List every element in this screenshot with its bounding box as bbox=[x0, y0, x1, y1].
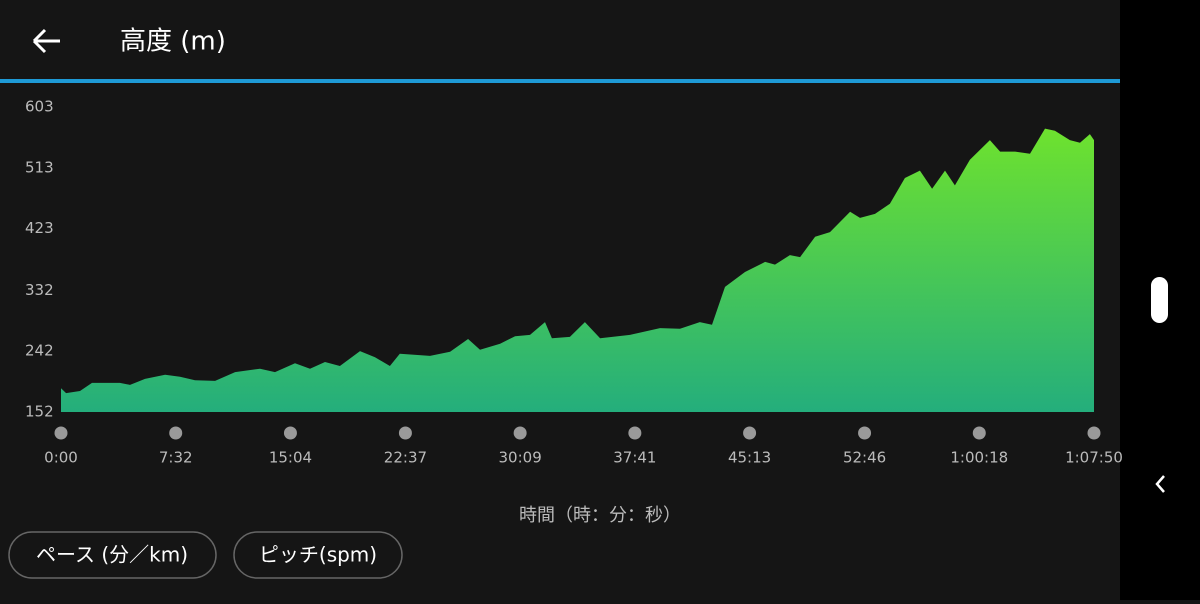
x-tick-label: 1:07:50 bbox=[1065, 449, 1123, 467]
y-tick-label: 603 bbox=[25, 98, 54, 116]
x-tick-label: 30:09 bbox=[499, 449, 542, 467]
x-tick-dot bbox=[1087, 426, 1101, 440]
x-tick-dot bbox=[398, 426, 412, 440]
button-label: ピッチ(spm) bbox=[259, 543, 377, 567]
pace-button[interactable]: ペース (分／km) bbox=[8, 531, 217, 579]
cadence-button[interactable]: ピッチ(spm) bbox=[233, 531, 403, 579]
x-tick-dot bbox=[54, 426, 68, 440]
y-tick-label: 332 bbox=[25, 281, 54, 299]
x-axis-label: 時間（時：分：秒） bbox=[519, 505, 681, 526]
y-tick-label: 242 bbox=[25, 342, 54, 360]
x-tick-dot bbox=[858, 426, 872, 440]
y-tick-label: 152 bbox=[25, 403, 54, 421]
x-tick-label: 52:46 bbox=[843, 449, 886, 467]
elevation-area bbox=[61, 128, 1094, 412]
x-tick-label: 7:32 bbox=[159, 449, 193, 467]
button-outline bbox=[8, 531, 217, 579]
x-tick-label: 22:37 bbox=[384, 449, 427, 467]
x-tick-dot bbox=[169, 426, 183, 440]
x-tick-label: 37:41 bbox=[613, 449, 656, 467]
nav-handle[interactable] bbox=[1151, 277, 1168, 323]
page-title: 高度 (m) bbox=[120, 27, 226, 57]
button-outline bbox=[233, 531, 403, 579]
x-tick-dot bbox=[283, 426, 297, 440]
x-tick-dot bbox=[972, 426, 986, 440]
x-tick-dot bbox=[743, 426, 757, 440]
x-tick-dot bbox=[628, 426, 642, 440]
x-tick-label: 15:04 bbox=[269, 449, 312, 467]
button-label: ペース (分／km) bbox=[36, 543, 188, 567]
y-tick-label: 423 bbox=[25, 219, 54, 237]
x-tick-label: 1:00:18 bbox=[950, 449, 1008, 467]
header-divider bbox=[0, 79, 1120, 83]
back-button[interactable] bbox=[32, 28, 60, 54]
x-tick-label: 0:00 bbox=[44, 449, 78, 467]
y-tick-label: 513 bbox=[25, 158, 54, 176]
nav-back[interactable] bbox=[1155, 475, 1165, 493]
x-tick-dot bbox=[513, 426, 527, 440]
x-tick-label: 45:13 bbox=[728, 449, 771, 467]
